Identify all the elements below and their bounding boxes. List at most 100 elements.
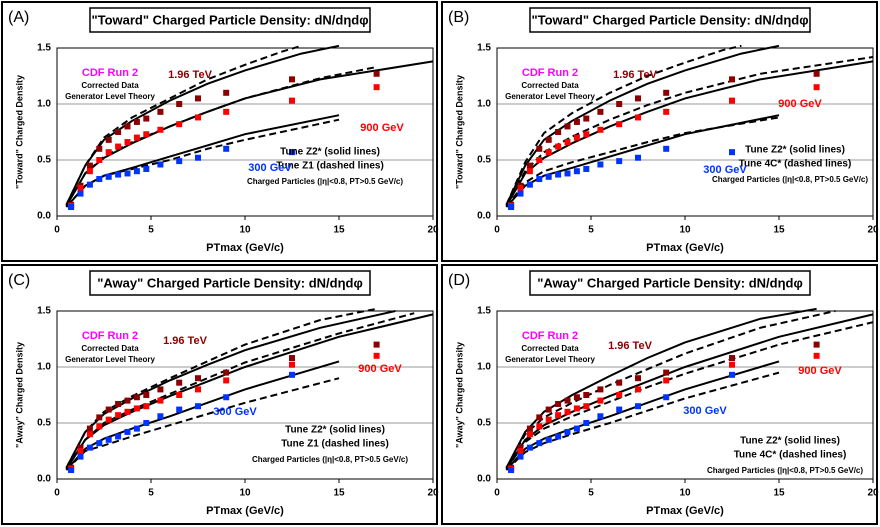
x-axis-label: PTmax (GeV/c) <box>206 505 284 517</box>
panel: (B) "Toward" Charged Particle Density: dN… <box>441 1 879 262</box>
data-point <box>813 341 820 348</box>
data-point <box>583 392 590 398</box>
data-point <box>157 386 164 393</box>
panel: (C) "Away" Charged Particle Density: dN/d… <box>1 264 439 525</box>
data-point <box>545 173 552 180</box>
data-point <box>663 108 670 115</box>
data-point <box>573 118 580 125</box>
data-point <box>176 392 183 398</box>
data-point <box>223 369 230 376</box>
data-point <box>195 375 201 382</box>
theory-line <box>505 116 780 208</box>
theory-line <box>505 44 780 206</box>
data-point <box>564 408 571 415</box>
x-tick-label: 5 <box>588 488 594 499</box>
data-point <box>143 420 150 426</box>
data-point <box>223 377 230 384</box>
y-axis-label: "Toward" Charged Density <box>14 75 24 189</box>
data-point <box>115 143 122 150</box>
data-point <box>555 143 562 150</box>
data-point <box>526 425 533 432</box>
data-point <box>105 406 112 413</box>
x-tick-label: 5 <box>148 488 154 499</box>
data-point <box>86 162 93 169</box>
data-point <box>555 171 562 178</box>
data-point <box>545 149 552 156</box>
data-point <box>729 361 735 368</box>
y-tick-label: 0.0 <box>477 211 491 222</box>
data-point <box>813 84 820 91</box>
annotation: Charged Particles (|η|<0.8, PT>0.5 GeV/c… <box>247 177 403 186</box>
annotation: Corrected Data <box>81 344 139 353</box>
series-label: 300 GeV <box>703 164 747 176</box>
data-point <box>176 101 183 107</box>
y-tick-label: 0.0 <box>37 474 51 485</box>
x-tick-label: 20 <box>427 488 439 499</box>
data-point <box>635 386 641 393</box>
annotation: Tune Z2* (solid lines) <box>740 436 840 447</box>
data-point <box>86 444 93 451</box>
y-tick-label: 1.5 <box>37 43 51 54</box>
data-point <box>583 115 590 122</box>
theory-line <box>65 118 340 208</box>
x-tick-label: 10 <box>239 225 251 236</box>
y-tick-label: 1.0 <box>37 99 51 110</box>
x-tick-label: 0 <box>54 225 60 236</box>
data-point <box>115 129 122 135</box>
data-point <box>536 440 543 447</box>
data-point <box>583 420 590 426</box>
data-point <box>124 139 131 146</box>
panel-border <box>1 264 438 525</box>
panel-label: (D) <box>448 272 470 289</box>
data-point <box>289 97 295 104</box>
data-point <box>143 392 150 398</box>
annotation: Charged Particles (|η|<0.8, PT>0.5 GeV/c… <box>252 455 408 464</box>
panel-border <box>441 264 878 525</box>
plot-frame <box>496 47 874 217</box>
data-point <box>77 190 84 197</box>
chart-title: "Toward" Charged Particle Density: dN/dη… <box>91 12 368 27</box>
theory-line <box>65 44 340 206</box>
series-label: 1.96 TeV <box>608 340 652 352</box>
series-label: 300 GeV <box>683 405 727 417</box>
x-tick-label: 5 <box>148 225 154 236</box>
data-point <box>526 431 533 438</box>
data-point <box>616 101 623 107</box>
data-point <box>96 440 103 447</box>
data-point <box>564 428 571 435</box>
annotation: Charged Particles (|η|<0.8, PT>0.5 GeV/c… <box>712 175 868 184</box>
data-point <box>115 433 122 440</box>
annotation: Charged Particles (|η|<0.8, PT>0.5 GeV/c… <box>707 466 863 475</box>
theory-line <box>65 307 377 469</box>
x-tick-label: 20 <box>427 225 439 236</box>
data-point <box>583 165 590 172</box>
data-point <box>635 154 641 161</box>
data-point <box>143 165 150 172</box>
data-point <box>663 377 670 384</box>
chart-title: "Away" Charged Particle Density: dN/dηdφ <box>537 275 803 290</box>
data-point <box>105 436 112 443</box>
data-point <box>536 157 543 163</box>
annotation: CDF Run 2 <box>522 67 578 79</box>
data-point <box>526 168 533 175</box>
data-point <box>573 405 580 412</box>
series-label: 300 GeV <box>213 406 257 418</box>
data-point <box>373 70 380 77</box>
series-label: 900 GeV <box>778 98 822 110</box>
panel-label: (A) <box>8 9 29 26</box>
data-point <box>663 394 670 401</box>
data-point <box>223 108 230 115</box>
data-point <box>545 406 552 413</box>
series-label: 900 GeV <box>798 365 842 377</box>
data-point <box>195 386 201 393</box>
title-box <box>89 270 371 296</box>
plot-frame <box>496 310 874 480</box>
data-point <box>289 355 295 362</box>
x-axis-label: PTmax (GeV/c) <box>646 505 724 517</box>
title-box <box>529 270 811 296</box>
data-point <box>176 379 183 386</box>
annotation: Corrected Data <box>521 81 579 90</box>
data-point <box>96 176 103 183</box>
data-point <box>545 136 552 143</box>
annotation: Tune Z2* (solid lines) <box>285 425 385 436</box>
